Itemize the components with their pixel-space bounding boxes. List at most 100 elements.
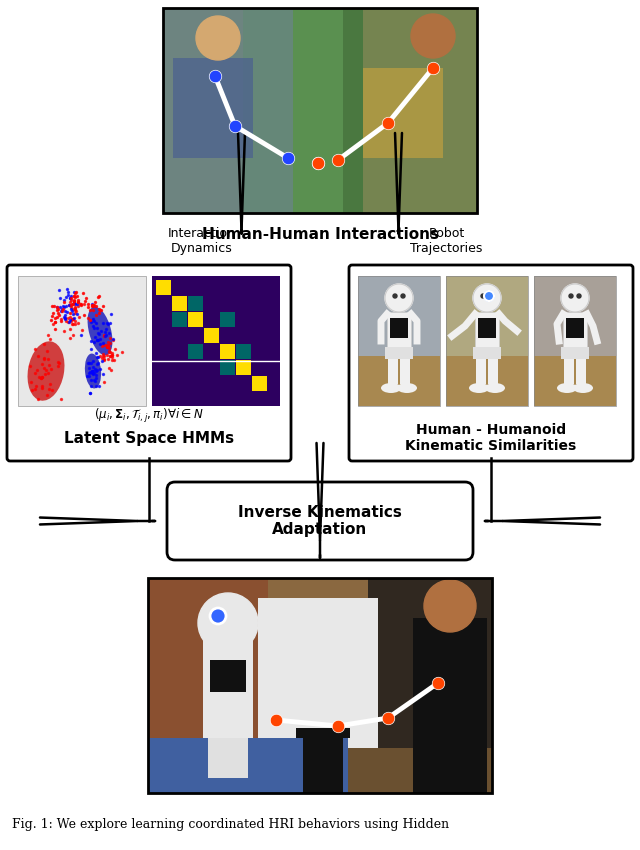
- Bar: [566, 318, 584, 338]
- Point: [99, 348, 109, 362]
- Bar: [348, 748, 492, 793]
- Point: [69, 295, 79, 309]
- Point: [83, 297, 93, 310]
- Point: [68, 290, 79, 303]
- Point: [70, 286, 80, 300]
- Point: [38, 353, 49, 366]
- Point: [45, 332, 56, 346]
- Point: [79, 309, 89, 322]
- Point: [55, 300, 65, 314]
- Point: [68, 328, 78, 342]
- Bar: [400, 359, 410, 384]
- Point: [61, 290, 71, 303]
- Point: [46, 362, 56, 376]
- Point: [25, 359, 35, 372]
- Point: [99, 375, 109, 388]
- Point: [73, 296, 83, 309]
- Point: [45, 313, 56, 326]
- Bar: [148, 578, 492, 793]
- Bar: [478, 318, 496, 338]
- Point: [97, 354, 108, 368]
- Point: [90, 314, 100, 328]
- Point: [47, 317, 58, 331]
- Point: [36, 381, 47, 394]
- Point: [107, 350, 117, 364]
- Point: [56, 314, 66, 327]
- Point: [71, 304, 81, 318]
- Point: [93, 290, 103, 303]
- Point: [89, 366, 99, 380]
- Bar: [163, 8, 477, 213]
- Point: [93, 380, 104, 394]
- Circle shape: [484, 291, 494, 301]
- Point: [96, 303, 106, 317]
- Point: [63, 298, 74, 312]
- Bar: [534, 276, 616, 406]
- Bar: [446, 276, 528, 406]
- Text: Interaction
Dynamics: Interaction Dynamics: [168, 226, 236, 254]
- Point: [62, 305, 72, 319]
- Point: [88, 319, 98, 332]
- Point: [34, 370, 44, 383]
- Point: [56, 392, 66, 405]
- Point: [86, 315, 96, 329]
- Bar: [152, 276, 280, 406]
- Ellipse shape: [397, 383, 417, 393]
- Point: [68, 294, 79, 308]
- Bar: [296, 728, 350, 738]
- Point: [68, 290, 79, 303]
- Point: [104, 344, 114, 358]
- Point: [109, 353, 119, 366]
- Point: [67, 297, 77, 310]
- Point: [83, 366, 93, 380]
- Point: [82, 370, 92, 383]
- Bar: [413, 618, 487, 793]
- Point: [72, 308, 83, 321]
- Text: Latent Space HMMs: Latent Space HMMs: [64, 430, 234, 445]
- Point: [36, 371, 46, 384]
- Point: [69, 311, 79, 325]
- Bar: [236, 360, 251, 375]
- Point: [86, 379, 97, 393]
- Point: [60, 309, 70, 322]
- Ellipse shape: [469, 383, 489, 393]
- Point: [87, 364, 97, 377]
- Point: [53, 359, 63, 372]
- Point: [67, 312, 77, 326]
- Circle shape: [411, 14, 455, 58]
- Bar: [385, 347, 413, 359]
- Bar: [188, 296, 203, 311]
- Bar: [476, 359, 486, 384]
- Point: [36, 371, 46, 384]
- Bar: [163, 8, 477, 213]
- Point: [98, 316, 108, 330]
- Point: [61, 298, 71, 312]
- Point: [44, 359, 54, 372]
- Point: [81, 292, 91, 305]
- Bar: [173, 58, 253, 158]
- Bar: [534, 356, 616, 406]
- Point: [70, 297, 80, 310]
- Point: [58, 299, 68, 313]
- Point: [104, 349, 115, 363]
- Point: [107, 346, 117, 360]
- Ellipse shape: [485, 383, 505, 393]
- Point: [104, 361, 114, 375]
- Point: [68, 303, 79, 316]
- Bar: [258, 598, 378, 793]
- Bar: [188, 312, 203, 327]
- Point: [76, 298, 86, 312]
- Point: [107, 348, 117, 362]
- Point: [92, 332, 102, 346]
- Point: [44, 382, 54, 396]
- Point: [88, 360, 98, 374]
- Point: [84, 369, 94, 382]
- Circle shape: [569, 294, 573, 298]
- Bar: [210, 660, 246, 692]
- Point: [68, 313, 78, 326]
- Point: [98, 299, 108, 313]
- Bar: [343, 8, 477, 213]
- Point: [42, 388, 52, 402]
- Point: [116, 345, 127, 359]
- Point: [84, 361, 94, 375]
